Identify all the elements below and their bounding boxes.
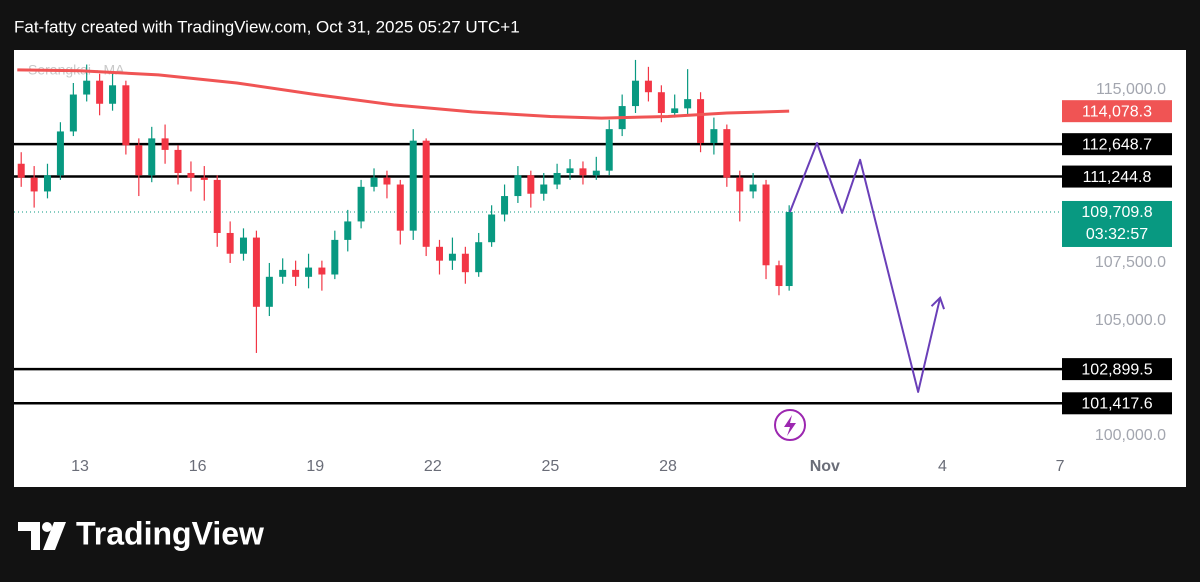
candle-body	[239, 237, 247, 254]
candle-body	[579, 168, 587, 176]
x-tick-label: 7	[1056, 458, 1065, 475]
y-tick-label: 105,000.0	[1095, 312, 1166, 329]
candle-body	[383, 177, 391, 185]
level-label-box	[1062, 392, 1172, 415]
candle-body	[785, 211, 793, 287]
candle-body	[605, 129, 613, 171]
candle-body	[657, 92, 665, 113]
plot: Serangkai · MA115,000.0107,500.0105,000.…	[14, 59, 1172, 475]
candle-body	[83, 80, 91, 95]
level-label: 112,648.7	[1082, 136, 1152, 153]
x-tick-label: 13	[71, 458, 89, 475]
candle-body	[370, 177, 378, 187]
chart-area	[14, 50, 1186, 487]
candle-body	[448, 253, 456, 261]
candle-body	[279, 269, 287, 277]
level-label: 102,899.5	[1081, 361, 1152, 378]
candle-body	[161, 138, 169, 150]
candle-body	[357, 186, 365, 222]
x-tick-label: 19	[306, 458, 324, 475]
candle-body	[684, 99, 692, 109]
x-tick-label: 28	[659, 458, 677, 475]
candle-body	[736, 177, 744, 192]
x-tick-label: 4	[938, 458, 947, 475]
candle-body	[30, 177, 38, 192]
candle-body	[527, 175, 535, 194]
candle-body	[174, 149, 182, 173]
x-tick-label: Nov	[810, 458, 840, 475]
candle-body	[200, 177, 208, 180]
candle-body	[187, 172, 195, 178]
candle-body	[697, 99, 705, 143]
candle-body	[69, 94, 77, 132]
y-tick-label: 100,000.0	[1095, 427, 1166, 444]
candle-body	[43, 175, 51, 192]
candle-body	[292, 269, 300, 277]
candle-body	[213, 179, 221, 233]
candle-body	[56, 131, 64, 176]
moving-average	[17, 68, 790, 120]
candle-body	[148, 138, 156, 176]
candle-body	[422, 140, 430, 247]
candle-body	[475, 242, 483, 273]
candle-body	[644, 80, 652, 93]
candle-body	[592, 170, 600, 176]
candle-body	[710, 129, 718, 143]
candle-body	[461, 253, 469, 273]
candle-body	[514, 175, 522, 197]
x-tick-label: 16	[189, 458, 207, 475]
last-price-box	[1062, 200, 1172, 247]
candle-body	[631, 80, 639, 107]
projection-path	[789, 141, 942, 393]
candle-body	[17, 163, 25, 178]
candle-body	[775, 265, 783, 287]
candle-body	[566, 168, 574, 173]
y-tick-label: 107,500.0	[1095, 254, 1166, 271]
level-label-box	[1062, 358, 1172, 381]
candle-body	[553, 172, 561, 185]
level-label: 101,417.6	[1081, 396, 1152, 413]
candle-body	[762, 184, 770, 266]
candle-body	[331, 239, 339, 275]
candle-body	[488, 214, 496, 243]
level-label-box	[1062, 165, 1172, 188]
candle-body	[671, 108, 679, 113]
ma-label-box	[1062, 100, 1172, 123]
ma-label: 114,078.3	[1082, 103, 1152, 120]
brand-name: TradingView	[76, 515, 264, 551]
alert-icon	[774, 409, 806, 441]
candle-body	[252, 237, 260, 307]
candle-body	[135, 145, 143, 176]
candle-body	[226, 232, 234, 254]
level-label: 111,244.8	[1083, 169, 1152, 186]
candle-body	[435, 246, 443, 261]
candle-body	[318, 267, 326, 275]
candle-body	[501, 196, 509, 215]
x-tick-label: 25	[542, 458, 560, 475]
countdown-label: 03:32:57	[1086, 226, 1148, 243]
candle-body	[109, 85, 117, 104]
candle-body	[749, 184, 757, 192]
candle-body	[409, 140, 417, 231]
candle-body	[96, 80, 104, 104]
candle-body	[122, 85, 130, 146]
last-price-label: 109,709.8	[1081, 204, 1152, 221]
level-label-box	[1062, 133, 1172, 156]
y-tick-label: 115,000.0	[1096, 81, 1166, 98]
candle-body	[396, 184, 404, 231]
arrow-head	[930, 295, 945, 310]
candle-body	[540, 184, 548, 194]
candle-body	[723, 129, 731, 178]
brand-logo	[18, 522, 66, 550]
candle-body	[344, 221, 352, 240]
header-text: Fat-fatty created with TradingView.com, …	[14, 17, 520, 36]
x-tick-label: 22	[424, 458, 442, 475]
candle-body	[265, 276, 273, 307]
candle-body	[305, 267, 313, 277]
